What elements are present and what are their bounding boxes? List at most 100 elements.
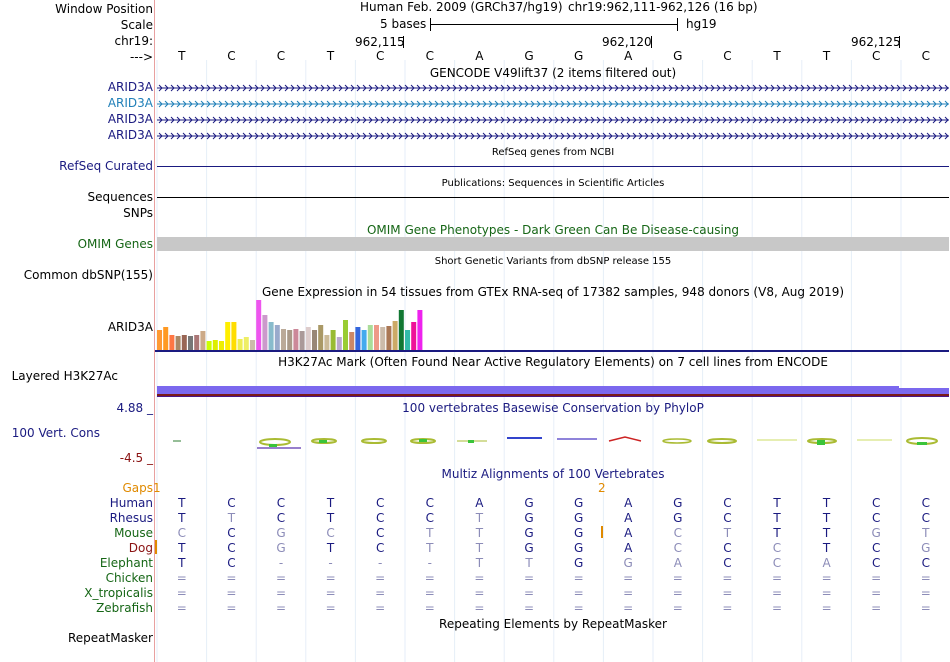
gtex-tissue-bar[interactable] <box>349 332 355 350</box>
gtex-tissue-bar[interactable] <box>380 327 386 350</box>
gtex-tissue-bar[interactable] <box>225 322 231 350</box>
gtex-tissue-bar[interactable] <box>281 329 286 350</box>
gtex-tissue-bar[interactable] <box>293 329 299 350</box>
h3k27ac-signal-tail[interactable] <box>899 388 949 394</box>
species-label[interactable]: Human <box>109 496 153 510</box>
alignment-base: = <box>375 586 386 600</box>
gtex-tissue-bar[interactable] <box>200 331 206 350</box>
gtex-tissue-bar[interactable] <box>336 337 342 350</box>
species-label[interactable]: Rhesus <box>109 511 153 525</box>
gtex-tissue-bar[interactable] <box>157 330 162 350</box>
gencode-label-2[interactable]: ARID3A <box>107 96 153 110</box>
gtex-tissue-bar[interactable] <box>417 310 423 350</box>
gtex-tissue-bar[interactable] <box>188 336 193 350</box>
omim-gene-bar[interactable] <box>157 237 949 251</box>
gtex-tissue-bar[interactable] <box>274 325 280 350</box>
gencode-label-4[interactable]: ARID3A <box>107 128 153 142</box>
alignment-base: C <box>375 526 385 540</box>
alignment-base: T <box>822 541 831 555</box>
gtex-tissue-bar[interactable] <box>305 327 311 350</box>
gencode-label-1[interactable]: ARID3A <box>107 80 153 94</box>
gtex-tissue-bar[interactable] <box>256 300 262 350</box>
strand-arrow-label[interactable]: ---> <box>129 50 153 64</box>
gtex-tissue-bar[interactable] <box>367 325 373 350</box>
scale-bar-right-tick <box>677 18 678 31</box>
h3k27ac-label[interactable]: Layered H3K27Ac <box>11 369 118 383</box>
gtex-tissue-bar[interactable] <box>355 327 361 350</box>
sequences-line[interactable] <box>157 197 949 198</box>
gtex-tissue-bar[interactable] <box>262 315 268 350</box>
gtex-tissue-bar[interactable] <box>374 325 379 350</box>
gtex-tissue-bar[interactable] <box>330 330 336 350</box>
gtex-tissue-bar[interactable] <box>398 310 404 350</box>
gtex-tissue-bar[interactable] <box>212 340 218 350</box>
gtex-tissue-bar[interactable] <box>250 340 255 350</box>
sequence-base: G <box>673 49 683 63</box>
species-label[interactable]: Dog <box>128 541 153 555</box>
gtex-tissue-bar[interactable] <box>231 322 237 350</box>
species-label[interactable]: Chicken <box>105 571 153 585</box>
gtex-tissue-bar[interactable] <box>411 322 417 350</box>
repeatmasker-label[interactable]: RepeatMasker <box>67 631 153 645</box>
alignment-base: C <box>772 541 782 555</box>
refseq-label[interactable]: RefSeq Curated <box>59 159 153 173</box>
gtex-tissue-bar[interactable] <box>175 336 181 350</box>
alignment-base: C <box>723 556 732 570</box>
alignment-base: = <box>176 571 187 585</box>
gtex-tissue-bar[interactable] <box>392 321 398 350</box>
gtex-tissue-bar[interactable] <box>243 337 249 350</box>
gencode-transcripts[interactable] <box>157 80 949 140</box>
h3k27ac-baseline <box>157 394 949 396</box>
browser-track-area[interactable] <box>155 0 950 662</box>
sequences-label[interactable]: Sequences <box>87 190 153 204</box>
refseq-gene-line[interactable] <box>157 166 949 167</box>
alignment-base: T <box>178 496 186 510</box>
gtex-tissue-bar[interactable] <box>219 341 224 350</box>
h3k27ac-signal-main[interactable] <box>157 386 899 394</box>
gtex-tissue-bar[interactable] <box>318 325 324 350</box>
alignment-base: C <box>723 496 732 510</box>
ruler-tick-label: 962,125 <box>851 35 901 49</box>
gtex-label[interactable]: ARID3A <box>107 320 153 334</box>
dbsnp-label[interactable]: Common dbSNP(155) <box>23 268 153 282</box>
gtex-tissue-bar[interactable] <box>405 330 410 350</box>
gencode-label-3[interactable]: ARID3A <box>107 112 153 126</box>
alignment-base: = <box>722 586 733 600</box>
alignment-base: C <box>177 526 186 540</box>
species-label[interactable]: Elephant <box>99 556 153 570</box>
alignment-base: C <box>772 556 782 570</box>
gtex-tissue-bar[interactable] <box>287 330 293 350</box>
snps-label[interactable]: SNPs <box>123 206 153 220</box>
gtex-tissue-bar[interactable] <box>324 335 330 350</box>
gtex-tissue-bar[interactable] <box>299 331 305 350</box>
alignment-base: = <box>226 586 237 600</box>
repeatmasker-title: Repeating Elements by RepeatMasker <box>439 617 667 631</box>
species-label[interactable]: X_tropicalis <box>84 586 153 600</box>
gtex-tissue-bar[interactable] <box>206 341 212 350</box>
alignment-base: = <box>325 586 336 600</box>
gtex-bar-chart[interactable] <box>157 300 557 350</box>
alignment-base: C <box>723 541 732 555</box>
species-label[interactable]: Zebrafish <box>96 601 153 615</box>
gtex-tissue-bar[interactable] <box>361 330 367 350</box>
gtex-tissue-bar[interactable] <box>237 339 243 350</box>
gtex-tissue-bar[interactable] <box>268 322 274 350</box>
alignment-base: = <box>375 571 386 585</box>
gtex-tissue-bar[interactable] <box>163 327 169 350</box>
gtex-tissue-bar[interactable] <box>181 335 187 350</box>
gtex-tissue-bar[interactable] <box>386 326 392 350</box>
gtex-tissue-bar[interactable] <box>194 335 200 350</box>
alignment-base: C <box>276 496 286 510</box>
phylop-label[interactable]: 100 Vert. Cons <box>11 426 100 440</box>
alignment-base: T <box>475 556 484 570</box>
phylop-wiggle[interactable] <box>157 430 949 454</box>
gtex-tissue-bar[interactable] <box>343 320 348 350</box>
gtex-tissue-bar[interactable] <box>169 335 175 350</box>
species-label[interactable]: Mouse <box>114 526 153 540</box>
gtex-tissue-bar[interactable] <box>312 330 317 350</box>
alignment-base: A <box>624 496 633 510</box>
omim-label[interactable]: OMIM Genes <box>77 237 153 251</box>
gap-marker <box>601 526 603 538</box>
alignment-base: G <box>276 541 286 555</box>
gaps-label[interactable]: Gaps <box>122 481 153 495</box>
